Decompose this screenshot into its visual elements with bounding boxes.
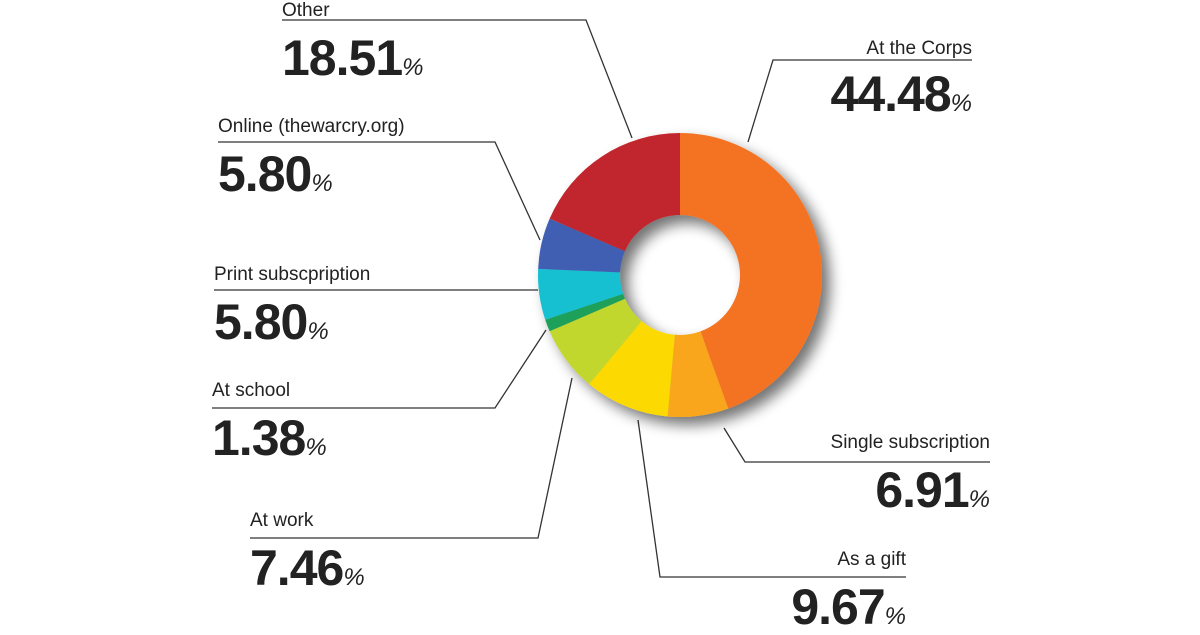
slice-label: Other xyxy=(282,0,330,21)
leader-line xyxy=(747,59,972,143)
label-single-subscription: Single subscription 6.91% xyxy=(740,432,990,515)
label-at-the-corps: At the Corps 44.48% xyxy=(760,38,972,119)
donut-slices xyxy=(538,133,822,417)
label-as-a-gift: As a gift 9.67% xyxy=(660,549,906,632)
label-at-work: At work 7.46% xyxy=(250,510,365,593)
slice-label: Print subscpription xyxy=(214,264,371,285)
slice-label: At school xyxy=(212,380,291,401)
leader-line xyxy=(212,329,547,409)
label-at-school: At school 1.38% xyxy=(212,380,327,463)
leader-line xyxy=(282,19,633,139)
slice-print-subscpription xyxy=(538,268,624,320)
slice-label: At work xyxy=(250,510,314,531)
slice-label: At the Corps xyxy=(866,38,972,59)
leader-line xyxy=(250,377,573,539)
slice-value: 1.38% xyxy=(212,410,327,466)
label-print-subscription: Print subscpription 5.80% xyxy=(214,264,370,347)
slice-at-school xyxy=(545,293,625,332)
slice-label: As a gift xyxy=(837,549,906,570)
label-other: Other 18.51% xyxy=(282,0,423,83)
label-online: Online (thewarcry.org) 5.80% xyxy=(218,116,405,199)
slice-value: 6.91% xyxy=(875,462,990,518)
slice-value: 18.51% xyxy=(282,30,424,86)
slice-as-a-gift xyxy=(589,321,675,417)
slice-online-thewarcry-org xyxy=(538,218,625,273)
slice-other xyxy=(549,133,680,252)
leader-line xyxy=(723,427,990,463)
slice-value: 9.67% xyxy=(791,579,906,635)
slice-at-the-corps xyxy=(680,133,822,409)
leader-lines xyxy=(212,19,990,578)
slice-label: Single subscription xyxy=(830,432,990,453)
leader-line xyxy=(637,419,906,578)
slice-value: 44.48% xyxy=(830,66,972,122)
slice-value: 5.80% xyxy=(218,146,333,202)
slice-label: Online (thewarcry.org) xyxy=(218,116,405,137)
slice-value: 5.80% xyxy=(214,294,329,350)
leader-line xyxy=(218,141,541,241)
slice-value: 7.46% xyxy=(250,540,365,596)
slice-single-subscription xyxy=(667,331,729,417)
slice-at-work xyxy=(549,298,642,385)
